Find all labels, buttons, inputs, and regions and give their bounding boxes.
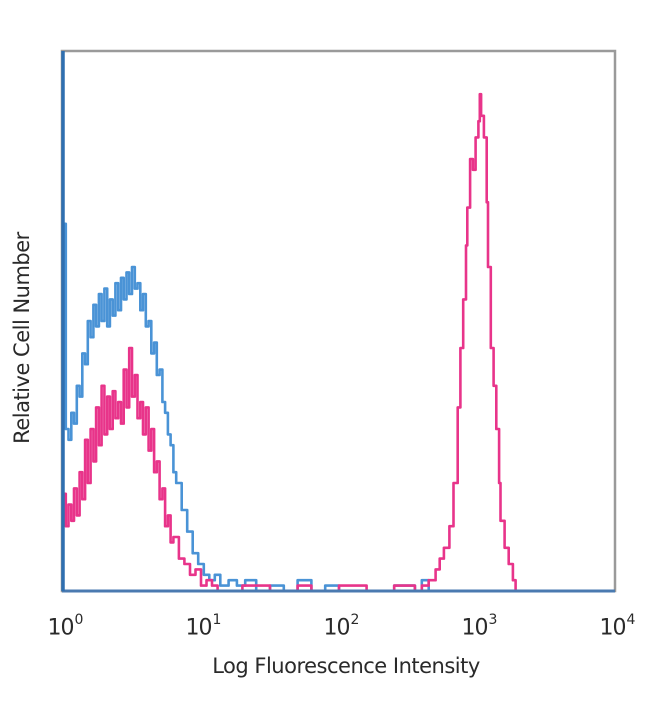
x-tick-label: 103 [461,612,498,641]
x-tick-label: 100 [47,612,84,641]
x-tick-label: 101 [185,612,222,641]
plot-frame [60,49,617,593]
x-tick-label: 104 [599,612,636,641]
histogram-series-2 [63,92,615,593]
x-tick-label: 102 [323,612,360,641]
x-axis-title: Log Fluorescence Intensity [212,654,480,678]
y-axis-title: Relative Cell Number [10,232,34,444]
series-layer [63,92,615,593]
